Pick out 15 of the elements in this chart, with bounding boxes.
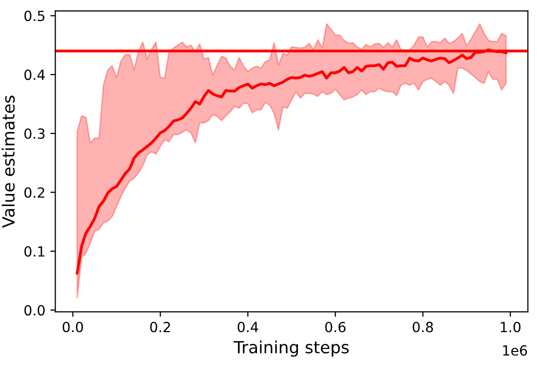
x-tick-label: 0.8 (412, 322, 433, 332)
y-tick-label: 0.4 (24, 70, 45, 80)
y-axis-title: Value estimates (2, 96, 15, 228)
y-tick-label: 0.3 (24, 128, 44, 139)
x-tick-label: 0.4 (238, 322, 258, 332)
y-tick-label: 0.0 (24, 305, 45, 316)
x-tick-label: 0.0 (62, 322, 83, 332)
y-tick-label: 0.5 (24, 10, 44, 22)
x-tick-label: 0.2 (150, 322, 170, 332)
y-tick-label: 0.2 (24, 187, 44, 198)
x-tick-label: 1.0 (500, 322, 520, 332)
x-tick-label: 0.6 (325, 322, 346, 332)
text: 1e6 (503, 345, 527, 356)
x-axis-title: Training steps (234, 340, 349, 357)
y-tick-label: 0.1 (24, 246, 44, 257)
